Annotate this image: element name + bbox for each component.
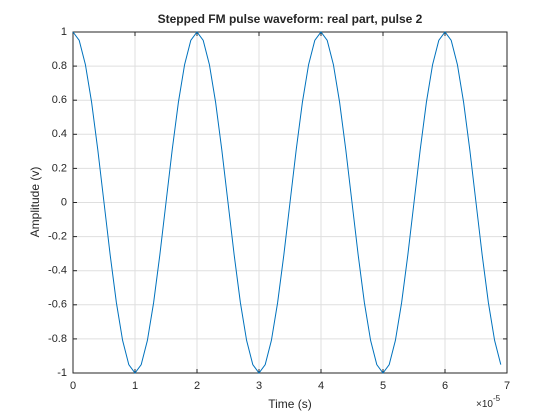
- x-tick-label: 0: [70, 380, 76, 392]
- x-axis-label: Time (s): [268, 397, 312, 411]
- x-tick-label: 5: [380, 380, 386, 392]
- x-tick-label: 3: [256, 380, 262, 392]
- chart-title: Stepped FM pulse waveform: real part, pu…: [158, 12, 423, 26]
- y-tick-label: 0.4: [52, 128, 67, 140]
- y-tick-label: 0.2: [52, 162, 67, 174]
- y-tick-label: -0.2: [48, 231, 67, 243]
- y-tick-label: 1: [61, 26, 67, 38]
- x-tick-label: 1: [132, 380, 138, 392]
- y-tick-label: -0.8: [48, 333, 67, 345]
- y-tick-label: 0.6: [52, 94, 67, 106]
- data-line: [72, 31, 502, 374]
- y-tick-label: 0: [61, 196, 67, 208]
- y-tick-label: 0.8: [52, 60, 67, 72]
- x-tick-label: 7: [504, 380, 510, 392]
- exponent-base: ×10: [476, 399, 493, 410]
- axes-box: [72, 31, 508, 374]
- x-tick-label: 4: [318, 380, 324, 392]
- y-axis-label: Amplitude (v): [28, 167, 42, 238]
- y-tick-label: -1: [57, 367, 67, 379]
- y-tick-label: -0.6: [48, 299, 67, 311]
- exponent-power: -5: [493, 394, 501, 403]
- y-tick-label: -0.4: [48, 265, 67, 277]
- x-tick-label: 6: [442, 380, 448, 392]
- x-exponent: ×10-5: [476, 394, 501, 410]
- x-tick-label: 2: [194, 380, 200, 392]
